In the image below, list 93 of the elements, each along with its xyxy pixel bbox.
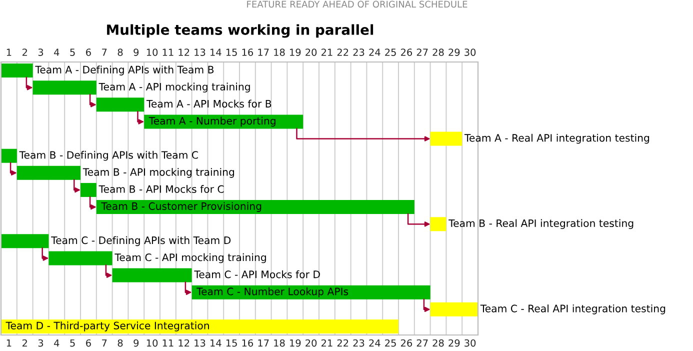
x-tick-label: 3 [38,339,44,347]
x-tick-label: 18 [274,339,285,347]
x-tick-label: 16 [242,339,254,347]
text: FEATURE READY AHEAD OF ORIGINAL SCHEDULE [247,0,468,8]
text: 21 [321,48,332,56]
x-tick-label: 23 [353,339,364,347]
data-label: Team C - Number Lookup APIs [196,287,348,298]
data-label: Team D - Third-party Service Integration [6,322,209,332]
text: 24 [369,48,380,56]
x-tick-label: 14 [210,339,222,347]
text: 13 [194,48,206,56]
bar [96,200,414,214]
text: 27 [416,48,428,56]
data-label: Team C - Defining APIs with Team D [51,236,231,246]
bar [1,234,49,248]
text: 18 [274,48,285,56]
x-tick-label: 1 [6,339,12,347]
text: 7 [102,48,107,56]
bar [80,182,96,197]
bar [112,268,192,282]
x-tick-label: 28 [432,339,444,347]
text: 8 [118,48,123,56]
x-tick-label: 17 [258,339,269,347]
text: 5 [70,48,75,56]
data-label: Team A - Number porting [148,116,276,127]
bar [192,285,430,300]
x-tick-label: 22 [337,339,348,347]
bar [1,148,17,163]
text: 14 [210,48,222,56]
text: 15 [226,48,237,56]
x-tick-label: 11 [162,339,174,347]
text: 16 [242,48,254,56]
data-label: Team A - API Mocks for B [146,100,272,108]
text: 23 [353,48,364,56]
bar [1,64,33,78]
data-label: Team C - API mocking training [114,253,266,264]
text: 26 [400,48,412,56]
data-label: Team B - Defining APIs with Team C [19,150,198,161]
text: 10 [146,48,158,56]
data-label: Team B - Customer Provisioning [101,202,262,212]
text: 20 [306,48,317,56]
bar [430,302,478,316]
x-tick-label: 24 [369,339,380,347]
x-tick-label: 12 [178,339,190,347]
x-tick-label: 9 [134,339,139,347]
text: 6 [86,48,91,56]
text: 19 [290,48,301,56]
text: 25 [385,48,396,56]
text: 29 [448,48,460,56]
text: 9 [134,48,139,56]
x-tick-label: 30 [464,339,476,347]
bar [16,166,80,180]
text: 3 [38,48,44,56]
bar [48,251,112,266]
x-tick-label: 15 [226,339,237,347]
bar [430,217,446,232]
data-label: Team B - Real API integration testing [448,219,634,229]
x-tick-label: 21 [321,339,332,347]
bar [430,132,462,146]
x-tick-label: 13 [194,339,206,347]
x-tick-label: 5 [70,339,75,347]
data-label: Team A - Real API integration testing [464,134,650,144]
data-label: Team A - Defining APIs with Team B [35,66,214,76]
text: 28 [432,48,444,56]
text: 4 [54,48,60,56]
data-label: Team B - API mocking training [82,168,234,178]
text: 1 [6,48,12,56]
x-tick-label: 8 [118,339,123,347]
x-tick-label: 26 [400,339,412,347]
bar [96,98,144,112]
data-label: Team C - API Mocks for D [194,270,320,278]
x-tick-label: 25 [385,339,396,347]
x-tick-label: 10 [146,339,158,347]
x-tick-label: 27 [416,339,428,347]
text: 30 [464,48,476,56]
x-tick-label: 20 [306,339,317,347]
data-label: Team B - API Mocks for C [98,185,224,193]
x-tick-label: 4 [54,339,60,347]
x-tick-label: 6 [86,339,91,347]
x-tick-label: 2 [22,339,27,347]
chart-title: Multiple teams working in parallel [107,24,374,38]
x-tick-label: 29 [448,339,460,347]
data-label: Team A - API mocking training [98,82,250,92]
text: 12 [178,48,190,56]
data-label: Team C - Real API integration testing [480,304,666,314]
x-tick-label: 19 [290,339,301,347]
bar [1,319,398,334]
x-tick-label: 7 [102,339,107,347]
text: 17 [258,48,269,56]
text: 11 [162,48,174,56]
text: 22 [337,48,348,56]
text: 2 [22,48,27,56]
bar [32,80,96,95]
